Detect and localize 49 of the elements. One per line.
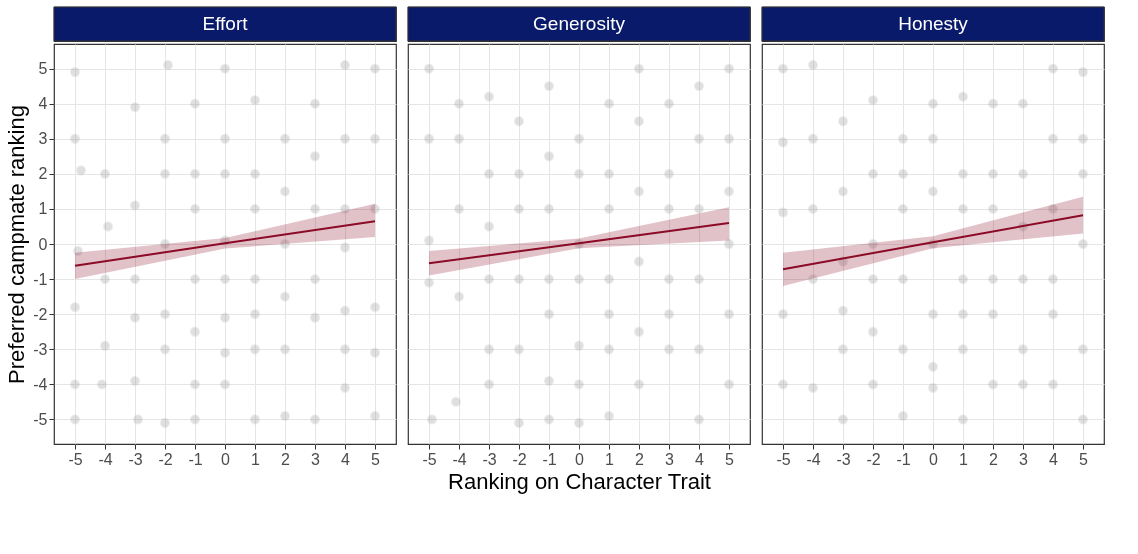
- x-tick-label: -4: [98, 450, 113, 468]
- y-tick-label: -1: [33, 270, 48, 288]
- y-tick-label: 3: [38, 130, 48, 148]
- x-tick-label: -3: [836, 450, 851, 468]
- x-tick-label: 0: [221, 450, 231, 468]
- x-tick-label: 5: [1079, 450, 1089, 468]
- y-tick-label: -2: [33, 305, 48, 323]
- y-tick-label: 2: [38, 165, 48, 183]
- x-tick-label: 4: [1049, 450, 1059, 468]
- x-tick-label: -3: [482, 450, 497, 468]
- x-tick-label: 0: [575, 450, 585, 468]
- x-tick-label: 3: [311, 450, 321, 468]
- x-tick-label: 3: [1019, 450, 1029, 468]
- x-tick-label: -2: [158, 450, 173, 468]
- x-tick-label: 2: [989, 450, 999, 468]
- y-tick-label: 5: [38, 60, 48, 78]
- chart-title: Generosity: [533, 13, 626, 34]
- chart-title: Effort: [202, 13, 249, 34]
- y-tick-label: -3: [33, 340, 48, 358]
- x-tick-label: -3: [128, 450, 143, 468]
- x-tick-label: -4: [806, 450, 821, 468]
- y-tick-label: 1: [38, 200, 48, 218]
- x-tick-label: -2: [866, 450, 881, 468]
- x-tick-label: -5: [422, 450, 437, 468]
- x-tick-label: 5: [371, 450, 381, 468]
- y-tick-label: 0: [38, 235, 48, 253]
- y-tick-label: 4: [38, 95, 48, 113]
- x-tick-label: -5: [68, 450, 83, 468]
- x-tick-label: 3: [665, 450, 675, 468]
- x-tick-label: 1: [605, 450, 615, 468]
- x-tick-label: -5: [776, 450, 791, 468]
- x-tick-label: 0: [929, 450, 939, 468]
- x-tick-label: 4: [341, 450, 351, 468]
- x-tick-label: -1: [542, 450, 557, 468]
- x-tick-label: 4: [695, 450, 705, 468]
- x-tick-label: -2: [512, 450, 527, 468]
- x-tick-label: 2: [635, 450, 645, 468]
- chart-title: Honesty: [898, 13, 969, 34]
- x-tick-label: -1: [896, 450, 911, 468]
- y-axis-title: Preferred campmate ranking: [4, 105, 30, 384]
- x-tick-label: 5: [725, 450, 735, 468]
- y-tick-label: -5: [33, 410, 48, 428]
- x-tick-label: 1: [959, 450, 969, 468]
- y-tick-label: -4: [33, 375, 48, 393]
- x-tick-label: 1: [251, 450, 261, 468]
- x-axis-title: Ranking on Character Trait: [448, 468, 711, 494]
- x-tick-label: -1: [188, 450, 203, 468]
- x-tick-label: 2: [281, 450, 291, 468]
- x-tick-label: -4: [452, 450, 467, 468]
